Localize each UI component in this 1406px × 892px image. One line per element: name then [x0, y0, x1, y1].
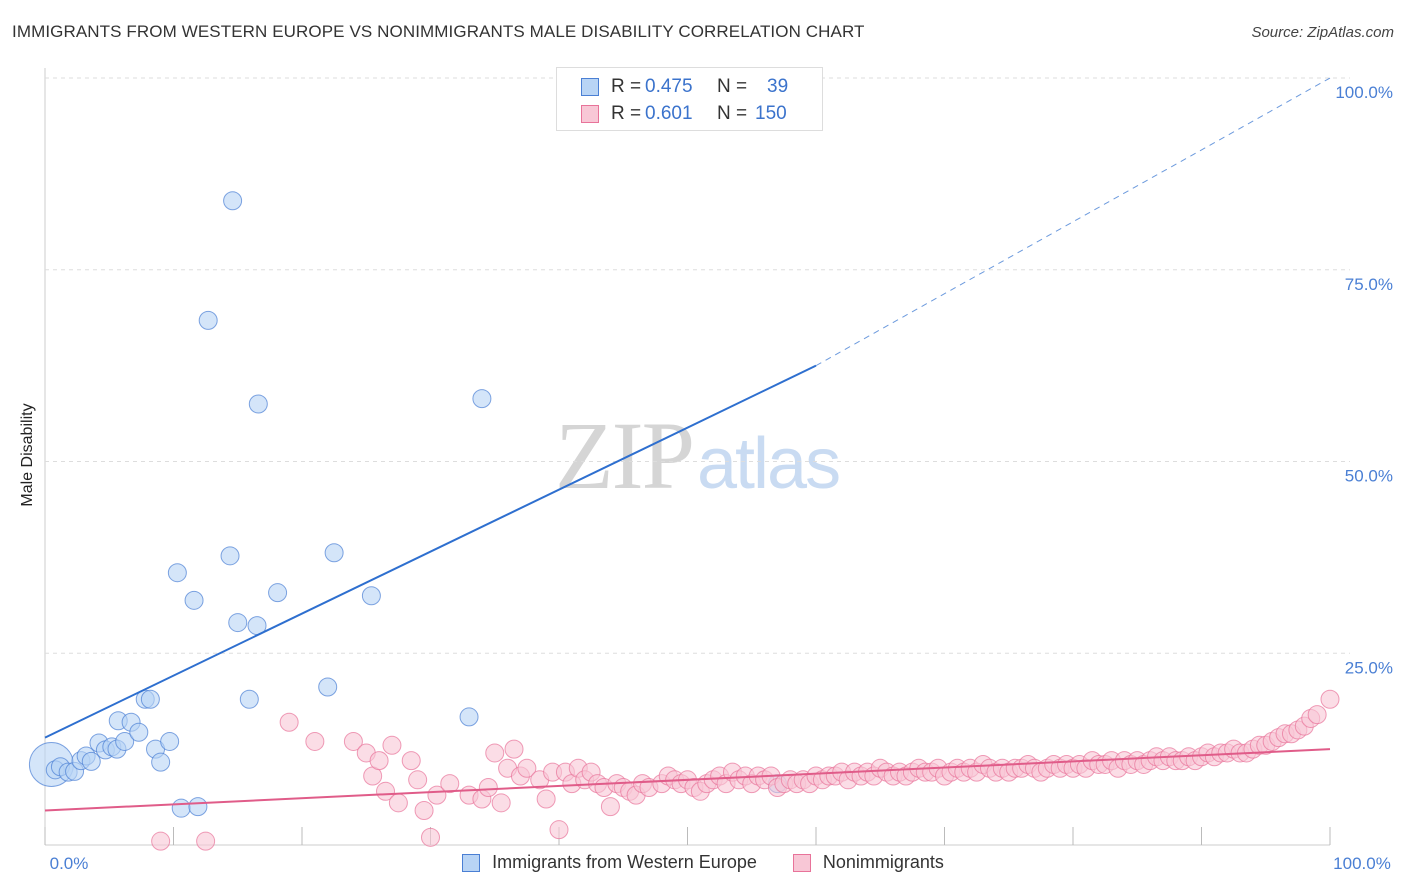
legend-row-pink: R = 0.601 N = 150: [581, 103, 787, 125]
pink-point: [382, 735, 402, 755]
blue-point: [188, 797, 208, 817]
blue-trend-extension: [815, 77, 1331, 367]
y-tick-label: 25.0%: [1345, 658, 1393, 677]
pink-point: [491, 793, 511, 813]
series-legend-blue[interactable]: Immigrants from Western Europe: [462, 852, 757, 873]
watermark-atlas: atlas: [697, 424, 841, 504]
blue-point: [198, 310, 218, 330]
y-tick-label: 100.0%: [1335, 83, 1393, 102]
pink-point: [369, 751, 389, 771]
legend-r-label: R =: [611, 103, 642, 124]
blue-point: [115, 731, 135, 751]
legend-r-label: R =: [611, 76, 642, 97]
pink-point: [517, 758, 537, 778]
series-label-pink: Nonimmigrants: [822, 852, 944, 872]
pink-point: [414, 800, 434, 820]
legend-n-value: 150: [755, 103, 787, 124]
blue-point: [160, 731, 180, 751]
legend-swatch-pink: [581, 105, 599, 123]
pink-point: [401, 751, 421, 771]
y-tick-label: 75.0%: [1345, 275, 1393, 294]
series-swatch-blue: [462, 853, 481, 872]
blue-point: [171, 798, 191, 818]
pink-trend-line: [44, 748, 1331, 812]
pink-point: [151, 831, 171, 851]
blue-point: [268, 583, 288, 603]
series-label-blue: Immigrants from Western Europe: [492, 852, 757, 872]
blue-point: [167, 563, 187, 583]
blue-point: [239, 689, 259, 709]
y-tick-label: 50.0%: [1345, 467, 1393, 486]
pink-point: [196, 831, 216, 851]
correlation-legend: R = 0.475 N = 39 R = 0.601 N = 150: [556, 67, 823, 131]
legend-n-label: N =: [717, 76, 748, 97]
blue-point: [220, 546, 240, 566]
blue-point: [459, 707, 479, 727]
legend-swatch-blue: [581, 78, 599, 96]
legend-row-blue: R = 0.475 N = 39: [581, 76, 788, 98]
blue-point: [248, 394, 268, 414]
series-legend: Immigrants from Western Europe Nonimmigr…: [0, 852, 1406, 873]
watermark: ZIPatlas: [555, 400, 841, 511]
blue-point: [228, 613, 248, 633]
blue-point: [472, 389, 492, 409]
blue-point: [129, 722, 149, 742]
pink-point: [600, 797, 620, 817]
pink-point: [343, 731, 363, 751]
blue-point: [140, 689, 160, 709]
pink-point: [421, 827, 440, 847]
pink-point: [485, 743, 505, 763]
pink-point: [504, 739, 524, 759]
chart-title: IMMIGRANTS FROM WESTERN EUROPE VS NONIMM…: [12, 22, 865, 41]
blue-point: [184, 590, 204, 610]
pink-point: [279, 712, 299, 732]
series-swatch-pink: [792, 853, 811, 872]
legend-n-label: N =: [717, 103, 748, 124]
pink-point: [478, 777, 498, 797]
pink-point: [536, 789, 556, 809]
x-tick-label: 0.0%: [50, 854, 89, 873]
blue-point: [318, 677, 338, 697]
blue-point: [324, 543, 344, 563]
legend-r-value: 0.475: [645, 76, 693, 97]
series-legend-pink[interactable]: Nonimmigrants: [792, 852, 944, 873]
watermark-zip: ZIP: [555, 402, 695, 509]
legend-r-value: 0.601: [645, 103, 693, 124]
pink-point: [549, 820, 569, 840]
pink-point: [408, 770, 428, 790]
pink-point: [1307, 705, 1327, 725]
pink-point: [440, 774, 460, 794]
blue-point: [151, 752, 171, 772]
x-tick-label: 100.0%: [1333, 854, 1391, 873]
blue-point: [361, 586, 381, 606]
legend-n-value: 39: [767, 76, 789, 97]
pink-point: [376, 781, 396, 801]
source-label: Source: ZipAtlas.com: [1251, 24, 1394, 41]
blue-point: [81, 751, 101, 771]
pink-point: [1320, 689, 1340, 709]
pink-point: [305, 731, 325, 751]
blue-trend-line: [44, 364, 817, 739]
blue-point: [223, 191, 243, 211]
pink-point: [388, 793, 408, 813]
